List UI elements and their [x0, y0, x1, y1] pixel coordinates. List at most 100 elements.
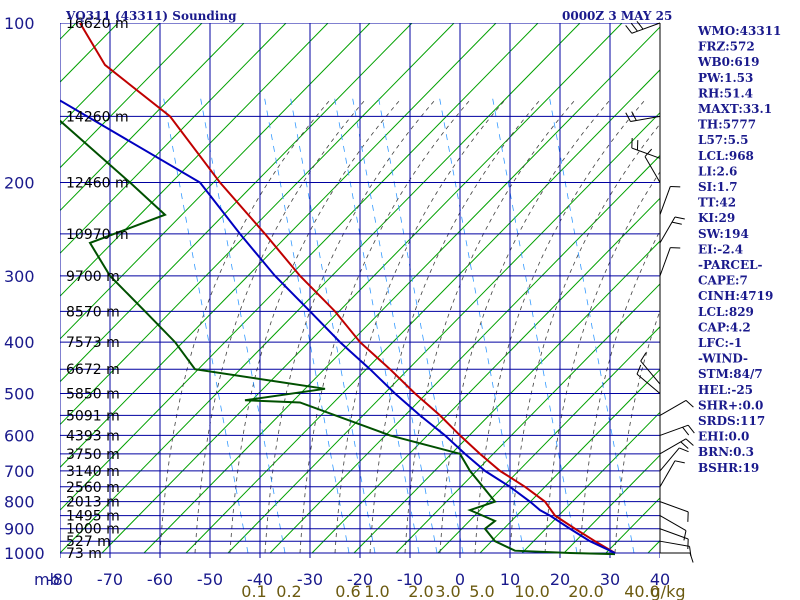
index-line: SRDS:117: [698, 414, 765, 428]
index-line: LCL:829: [698, 305, 754, 319]
chart-grid: [60, 23, 660, 558]
mixing-ratio-line: [263, 94, 350, 554]
dry-adiabat: [479, 368, 660, 554]
mixing-ratio-line: [333, 94, 420, 554]
mixing-ratio-label: 10.0: [514, 582, 550, 600]
index-line: L57:5.5: [698, 133, 748, 147]
height-label: 73 m: [66, 546, 102, 562]
dry-adiabat: [60, 23, 539, 511]
height-label: 1000 m: [66, 522, 120, 538]
pressure-unit-label: mb: [34, 570, 60, 589]
index-line: FRZ:572: [698, 40, 755, 54]
mixing-ratio-label: 5.0: [469, 582, 494, 600]
dry-adiabat: [185, 69, 660, 554]
index-line: WB0:619: [697, 55, 759, 69]
temperature-tick-label: 20: [550, 570, 570, 589]
pressure-tick-label: 1000: [4, 544, 45, 563]
pressure-tick-label: 900: [4, 520, 35, 539]
wind-barb: [631, 22, 661, 34]
wind-barb-flag: [687, 424, 695, 434]
height-label: 5850 m: [66, 386, 120, 402]
index-line: TT:42: [698, 196, 736, 210]
datetime-label: 0000Z 3 MAY 25: [562, 9, 672, 23]
wind-barb: [659, 501, 689, 513]
height-label: 3750 m: [66, 447, 120, 463]
temperature-tick-label: -70: [97, 570, 123, 589]
wind-barb-flag: [682, 426, 690, 436]
index-line: MAXT:33.1: [698, 102, 772, 116]
index-line: PW:1.53: [698, 71, 753, 85]
mixing-ratio-label: 0.2: [276, 582, 301, 600]
index-line: SW:194: [698, 227, 749, 241]
height-label: 9700 m: [66, 269, 120, 285]
mixing-ratio-label: 3.0: [435, 582, 460, 600]
dry-adiabat: [437, 326, 660, 554]
moist-adiabat: [439, 99, 611, 554]
chart-series: [60, 23, 616, 556]
moist-adiabat: [509, 123, 660, 554]
wind-barb: [659, 247, 671, 277]
index-line: TH:5777: [698, 118, 756, 132]
index-line: EHI:0.0: [698, 430, 749, 444]
temperature-tick-label: -60: [147, 570, 173, 589]
index-line: CAPE:7: [698, 274, 748, 288]
temperature-tick-label: -80: [47, 570, 73, 589]
temperature-tick-label: -30: [297, 570, 323, 589]
mixing-ratio-unit: g/kg: [651, 582, 686, 600]
index-line: CAP:4.2: [698, 320, 751, 334]
height-label: 8570 m: [66, 304, 120, 320]
dry-adiabat: [60, 23, 161, 126]
mixing-ratio-line: [491, 94, 578, 554]
dry-adiabat: [60, 23, 371, 340]
wind-barb-flag: [680, 441, 689, 449]
temperature-line: [79, 23, 616, 554]
temperature-tick-label: -50: [197, 570, 223, 589]
wind-barb-flag: [685, 438, 694, 446]
temperature-tick-label: 0: [455, 570, 465, 589]
index-line: RH:51.4: [698, 86, 753, 100]
mixing-ratio-line: [199, 94, 286, 554]
height-label: 16620 m: [66, 16, 129, 32]
wind-barb: [636, 373, 661, 394]
index-line: WMO:43311: [697, 24, 781, 38]
wind-barb: [631, 147, 661, 159]
index-line: LCL:968: [698, 149, 754, 163]
dry-adiabat: [60, 23, 455, 426]
dry-adiabat: [101, 23, 623, 554]
wind-barb: [659, 528, 689, 540]
mixing-ratio-label: 40.0: [624, 582, 660, 600]
height-label: 527 m: [66, 534, 111, 550]
dry-adiabat: [353, 240, 660, 554]
height-label: 4393 m: [66, 428, 120, 444]
pressure-tick-label: 300: [4, 267, 35, 286]
mixing-ratio-line: [289, 94, 376, 554]
wind-barb: [659, 438, 687, 455]
temperature-tick-label: 30: [600, 570, 620, 589]
pressure-tick-label: 200: [4, 174, 35, 193]
index-line: -WIND-: [698, 352, 748, 366]
wind-barb: [659, 447, 680, 472]
pressure-tick-label: 500: [4, 384, 35, 403]
wind-barb-flag: [671, 221, 682, 225]
dry-adiabat: [60, 23, 203, 169]
wind-barb-flag: [674, 216, 685, 220]
dry-adiabat: [311, 197, 660, 554]
wind-barb-flag: [630, 23, 638, 32]
dewpoint-line: [60, 119, 616, 556]
mixing-ratio-label: 0.6: [335, 582, 360, 600]
index-line: CINH:4719: [698, 289, 773, 303]
wind-barb-flag: [683, 530, 687, 541]
mixing-ratio-label: 20.0: [568, 582, 604, 600]
index-line: HEL:-25: [698, 383, 753, 397]
wind-barb-flag: [674, 460, 685, 464]
dry-adiabat: [563, 454, 660, 554]
wind-barb-flag: [625, 25, 633, 34]
wind-barb-flag: [636, 364, 642, 375]
height-label: 12460 m: [66, 176, 129, 192]
height-label: 2560 m: [66, 480, 120, 496]
temperature-tick-label: 40: [650, 570, 670, 589]
wind-barb-flag: [685, 400, 694, 408]
dry-adiabat: [60, 23, 245, 212]
